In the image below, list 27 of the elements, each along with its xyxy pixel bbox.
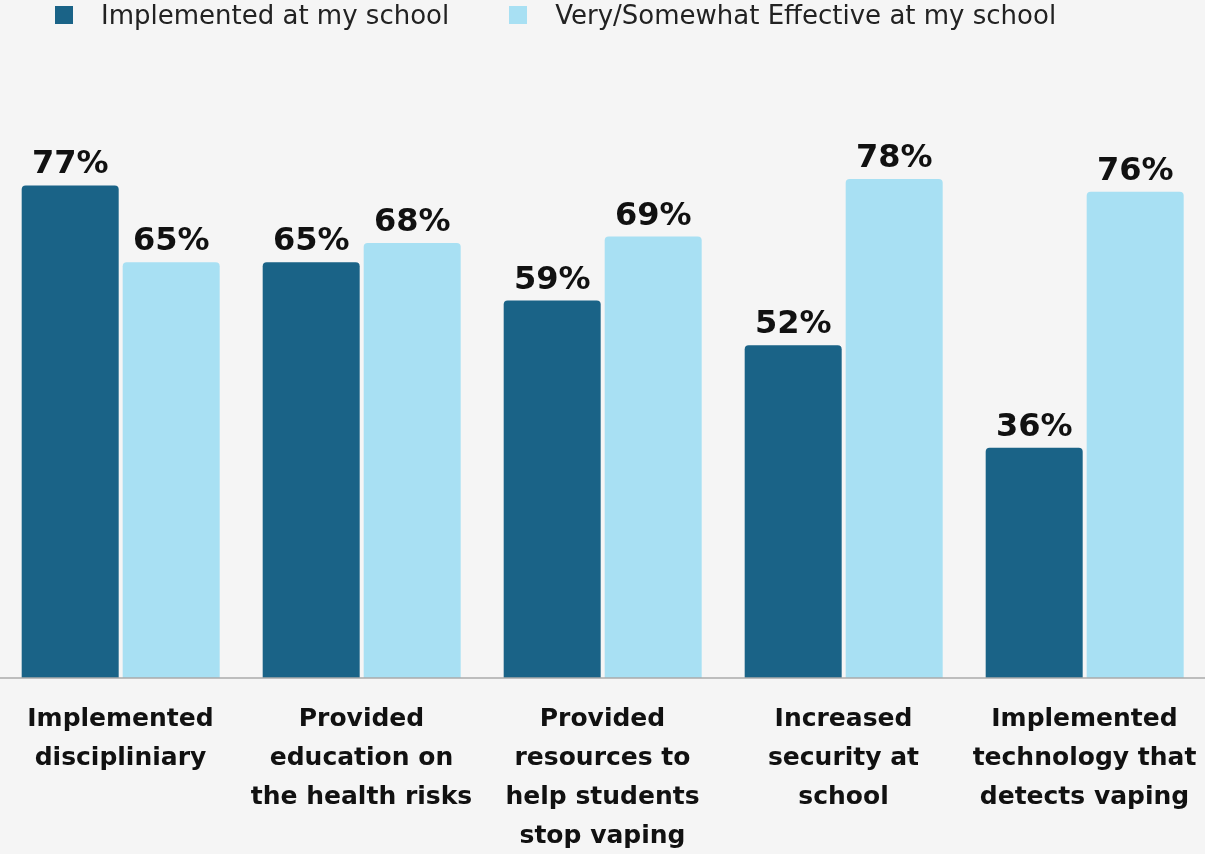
bar — [744, 345, 842, 678]
bar — [122, 262, 220, 678]
legend-label: Implemented at my school — [101, 0, 450, 30]
x-tick-label: Implemented discipliniary — [27, 703, 214, 771]
bar — [604, 236, 702, 678]
bar — [21, 185, 119, 678]
data-label: 36% — [995, 405, 1073, 444]
data-label: 52% — [754, 303, 832, 342]
bar — [1086, 191, 1184, 678]
x-tick-label: Increased security at school — [767, 703, 920, 810]
bar — [985, 447, 1083, 678]
data-label: 78% — [855, 137, 933, 175]
data-label: 76% — [1096, 149, 1174, 188]
data-label: 68% — [373, 200, 451, 239]
x-tick-label: Provided resources to help students stop vaping — [505, 703, 700, 849]
legend-label: Very/Somewhat Effective at my school — [555, 0, 1057, 30]
bar — [262, 262, 360, 678]
data-label: 59% — [513, 258, 591, 297]
data-label: 77% — [31, 143, 109, 182]
x-tick-label: Implemented technology that detects vaping — [972, 703, 1197, 810]
bar — [845, 179, 943, 678]
data-label: 65% — [272, 220, 350, 259]
data-label: 69% — [614, 194, 692, 233]
data-label: 65% — [132, 220, 210, 259]
bar — [503, 300, 601, 678]
x-tick-label: Provided education on the health risks — [250, 703, 473, 810]
bar — [363, 242, 461, 678]
